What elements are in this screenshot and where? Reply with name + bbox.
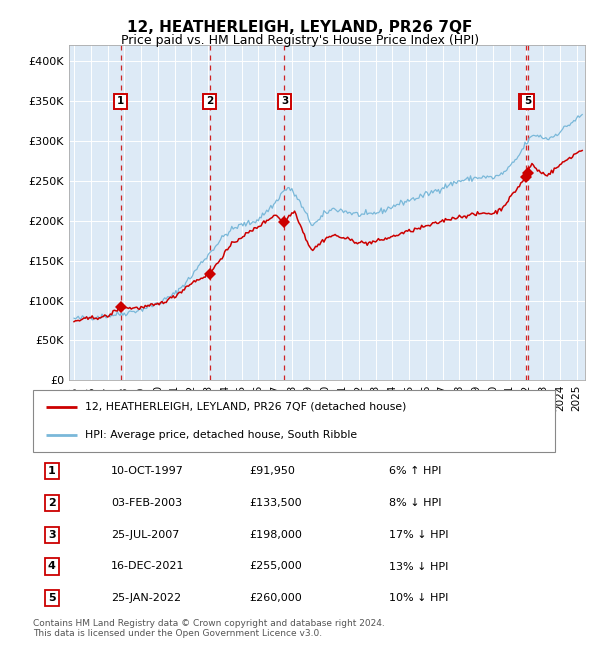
Text: 6% ↑ HPI: 6% ↑ HPI xyxy=(389,466,442,476)
Text: 1: 1 xyxy=(117,96,124,107)
Text: £255,000: £255,000 xyxy=(249,562,302,571)
Text: 13% ↓ HPI: 13% ↓ HPI xyxy=(389,562,449,571)
Text: 5: 5 xyxy=(48,593,56,603)
Text: £133,500: £133,500 xyxy=(249,498,302,508)
Text: 12, HEATHERLEIGH, LEYLAND, PR26 7QF (detached house): 12, HEATHERLEIGH, LEYLAND, PR26 7QF (det… xyxy=(85,402,407,411)
Text: 03-FEB-2003: 03-FEB-2003 xyxy=(112,498,182,508)
Text: 2: 2 xyxy=(206,96,213,107)
Text: £198,000: £198,000 xyxy=(249,530,302,540)
Text: 1: 1 xyxy=(48,466,56,476)
Text: 25-JAN-2022: 25-JAN-2022 xyxy=(112,593,181,603)
Text: £260,000: £260,000 xyxy=(249,593,302,603)
Text: 10-OCT-1997: 10-OCT-1997 xyxy=(112,466,184,476)
Text: 8% ↓ HPI: 8% ↓ HPI xyxy=(389,498,442,508)
Text: 4: 4 xyxy=(48,562,56,571)
Text: 2: 2 xyxy=(48,498,56,508)
Text: 10% ↓ HPI: 10% ↓ HPI xyxy=(389,593,449,603)
Text: 12, HEATHERLEIGH, LEYLAND, PR26 7QF: 12, HEATHERLEIGH, LEYLAND, PR26 7QF xyxy=(127,20,473,34)
Text: 25-JUL-2007: 25-JUL-2007 xyxy=(112,530,179,540)
Text: 16-DEC-2021: 16-DEC-2021 xyxy=(112,562,185,571)
Text: 3: 3 xyxy=(281,96,288,107)
Text: 3: 3 xyxy=(48,530,56,540)
Text: HPI: Average price, detached house, South Ribble: HPI: Average price, detached house, Sout… xyxy=(85,430,358,440)
FancyBboxPatch shape xyxy=(33,390,555,452)
Text: 17% ↓ HPI: 17% ↓ HPI xyxy=(389,530,449,540)
Text: 4: 4 xyxy=(522,96,529,107)
Text: Price paid vs. HM Land Registry's House Price Index (HPI): Price paid vs. HM Land Registry's House … xyxy=(121,34,479,47)
Text: £91,950: £91,950 xyxy=(249,466,295,476)
Text: 5: 5 xyxy=(524,96,531,107)
Text: Contains HM Land Registry data © Crown copyright and database right 2024.
This d: Contains HM Land Registry data © Crown c… xyxy=(33,619,385,638)
